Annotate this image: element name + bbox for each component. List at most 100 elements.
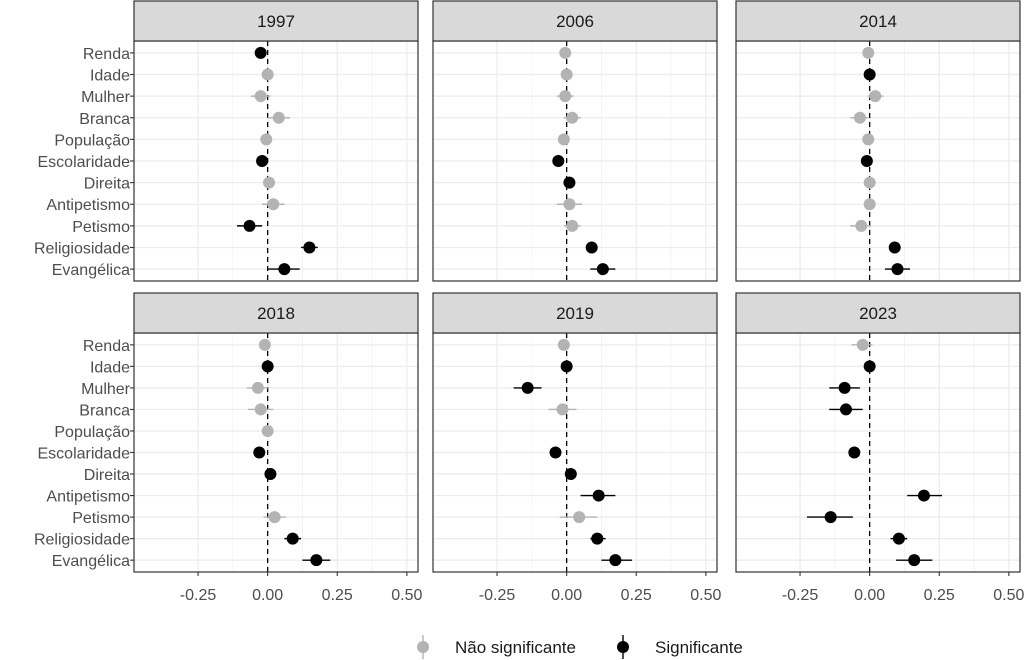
point-estimate	[278, 263, 291, 276]
point-estimate	[310, 554, 323, 567]
panel-title: 1997	[257, 12, 295, 31]
point-estimate	[585, 241, 598, 254]
point-estimate	[862, 46, 875, 59]
y-tick-label: Direita	[84, 176, 130, 193]
y-tick-label: Renda	[83, 338, 130, 355]
point-estimate	[591, 532, 604, 545]
point-estimate	[566, 219, 579, 232]
strip-background	[432, 0, 718, 42]
x-tick-label: 0.25	[621, 587, 652, 604]
point-estimate	[563, 176, 576, 189]
point-estimate	[863, 360, 876, 373]
panel-title: 2018	[257, 304, 295, 323]
point-estimate	[860, 155, 873, 167]
legend: Não significante Significante	[417, 635, 743, 659]
point-estimate	[251, 381, 264, 394]
point-estimate	[254, 90, 267, 103]
y-tick-label: Mulher	[81, 381, 131, 398]
point-estimate	[268, 511, 281, 524]
x-tick-label: 0.50	[391, 587, 422, 604]
panel-title: 2006	[556, 12, 594, 31]
x-tick-label: 0.50	[993, 587, 1024, 604]
y-tick-label: Antipetismo	[46, 197, 130, 214]
x-tick-label: 0.00	[854, 587, 885, 604]
point-estimate	[559, 46, 572, 59]
panel-title: 2014	[859, 12, 897, 31]
point-estimate	[862, 133, 875, 146]
point-estimate	[560, 68, 573, 81]
point-estimate	[853, 111, 866, 124]
x-tick-label: 0.25	[924, 587, 955, 604]
point-estimate	[592, 489, 605, 502]
point-estimate	[264, 468, 277, 481]
point-estimate	[556, 403, 569, 416]
x-tick-label: 0.50	[690, 587, 721, 604]
x-tick-label: 0.00	[252, 587, 283, 604]
point-estimate	[303, 241, 316, 254]
point-estimate	[263, 176, 276, 189]
y-tick-label: População	[54, 132, 130, 149]
point-estimate	[563, 198, 576, 211]
point-estimate	[557, 133, 570, 146]
y-tick-label: Branca	[79, 111, 130, 128]
legend-key-dot	[417, 641, 429, 653]
point-estimate	[253, 446, 266, 459]
point-estimate	[855, 219, 868, 232]
strip-background	[735, 0, 1021, 42]
x-tick-label: -0.25	[479, 587, 516, 604]
point-estimate	[573, 511, 586, 524]
point-estimate	[869, 90, 882, 103]
x-tick-label: 0.00	[551, 587, 582, 604]
facet-panel-2023: 2023 -0.25 0.00 0.25 0.50	[735, 292, 1024, 604]
y-tick-label: Idade	[90, 359, 130, 376]
point-estimate	[891, 263, 904, 276]
facet-panel-2018: 2018 Renda Idade Mulher Branca População Escol…	[34, 292, 423, 604]
y-tick-label: Renda	[83, 46, 130, 63]
point-estimate	[243, 219, 256, 232]
y-tick-label: Religiosidade	[34, 240, 130, 257]
point-estimate	[560, 360, 573, 373]
strip-background	[735, 292, 1021, 334]
strip-background	[133, 0, 419, 42]
y-tick-label: Escolaridade	[38, 154, 131, 171]
point-estimate	[267, 198, 280, 211]
point-estimate	[521, 381, 534, 394]
facet-panel-2014: 2014	[735, 0, 1021, 282]
facet-panel-1997: 1997 Renda Idade Mulher Branca População Escol…	[34, 0, 419, 282]
x-tick-label: 0.25	[322, 587, 353, 604]
point-estimate	[848, 446, 861, 459]
point-estimate	[824, 511, 837, 524]
strip-background	[133, 292, 419, 334]
point-estimate	[256, 155, 269, 167]
point-estimate	[258, 338, 271, 351]
point-estimate	[863, 198, 876, 211]
y-tick-label: Petismo	[72, 219, 130, 236]
point-estimate	[286, 532, 299, 545]
legend-label: Não significante	[455, 638, 576, 657]
point-estimate	[566, 111, 579, 124]
point-estimate	[839, 403, 852, 416]
point-estimate	[863, 68, 876, 81]
x-tick-label: -0.25	[180, 587, 217, 604]
facet-panel-2019: 2019 -0.25 0.00 0.25 0.50	[432, 292, 722, 604]
point-estimate	[557, 338, 570, 351]
y-tick-label: Petismo	[72, 510, 130, 527]
legend-label: Significante	[655, 638, 743, 657]
point-estimate	[559, 90, 572, 103]
y-tick-label: Escolaridade	[38, 446, 131, 463]
point-estimate	[261, 424, 274, 437]
y-tick-label: Mulher	[81, 89, 131, 106]
legend-key-dot	[617, 641, 629, 653]
facet-panels: 1997 Renda Idade Mulher Branca População Escol…	[34, 0, 1024, 604]
point-estimate	[552, 155, 565, 167]
point-estimate	[549, 446, 562, 459]
y-tick-label: Idade	[90, 68, 130, 85]
point-estimate	[863, 176, 876, 189]
y-tick-label: Direita	[84, 467, 130, 484]
x-tick-label: -0.25	[782, 587, 819, 604]
panel-title: 2023	[859, 304, 897, 323]
facet-panel-2006: 2006	[432, 0, 718, 282]
point-estimate	[838, 381, 851, 394]
y-tick-label: Branca	[79, 402, 130, 419]
